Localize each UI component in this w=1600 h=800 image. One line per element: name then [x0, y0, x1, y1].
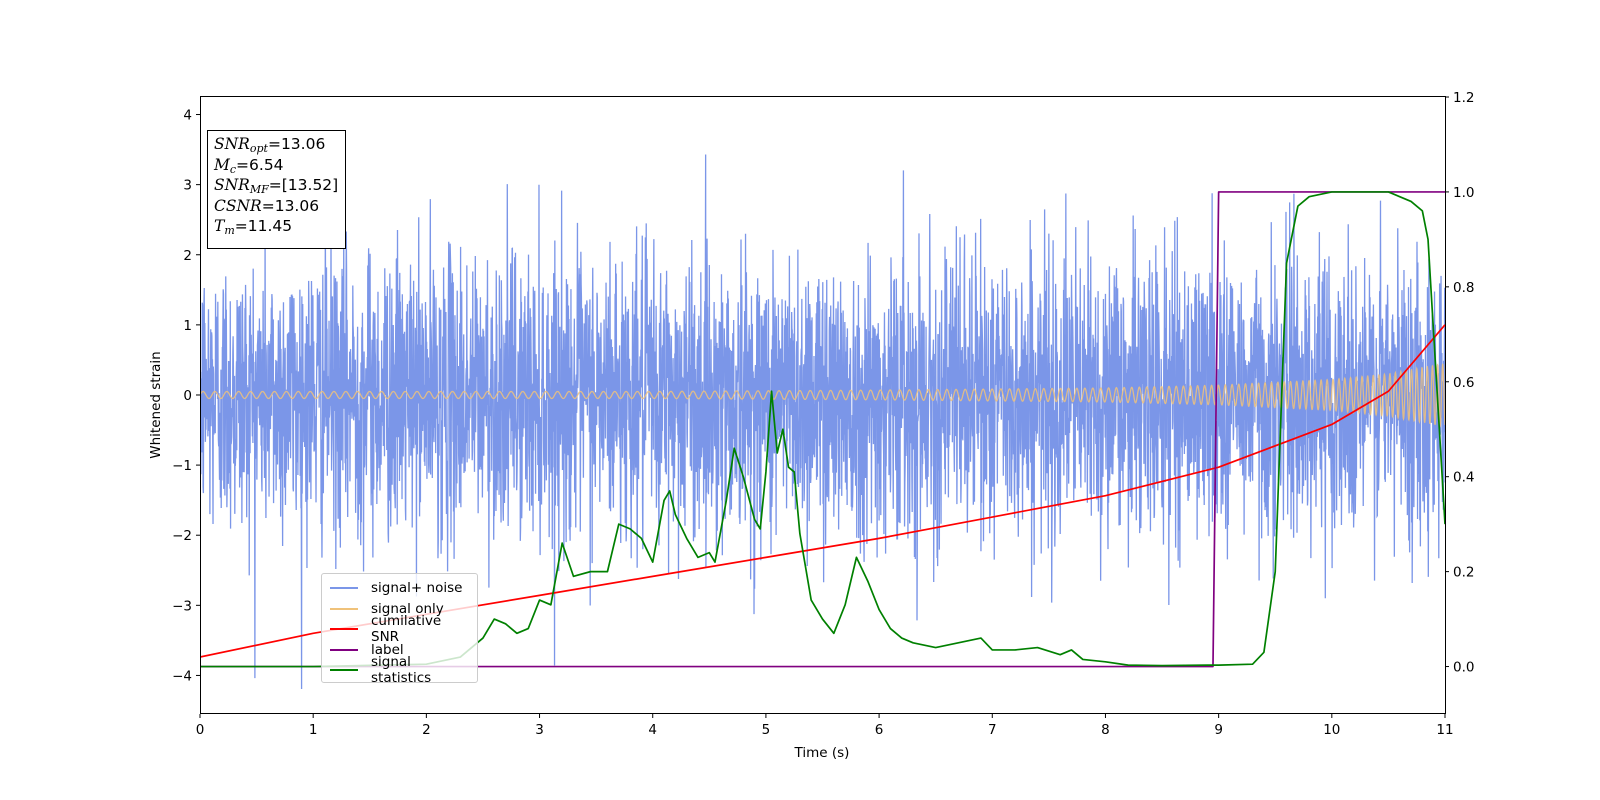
series-signal-statistics-line	[200, 191, 1445, 668]
snr-mf-line: SNRMF=[13.52]	[214, 176, 339, 196]
y2-tick-label: 0.6	[1453, 375, 1474, 391]
tm-value: =11.45	[234, 217, 293, 235]
snr-mf-value: =[13.52]	[268, 176, 339, 194]
legend-swatch	[330, 607, 358, 610]
legend-entry-signal-statistics: signal statistics	[330, 654, 469, 686]
legend-label: signal only	[371, 600, 444, 617]
legend-swatch	[330, 669, 358, 672]
y2-tick-label: 0.8	[1453, 280, 1474, 296]
legend-swatch	[330, 628, 358, 631]
mc-value: =6.54	[236, 155, 284, 174]
x-axis-ticks: 0 1 2 3 4 5 6 7 8 9 10 11	[196, 714, 1454, 738]
y-tick-label: −3	[172, 598, 192, 614]
metrics-annotation-box: SNRopt=13.06 Mc=6.54 SNRMF=[13.52] CSNR=…	[207, 130, 346, 249]
legend-label: signal statistics	[371, 654, 432, 687]
x-tick-label: 3	[535, 722, 544, 738]
snr-opt-line: SNRopt=13.06	[214, 135, 326, 155]
legend-entry-signal-noise: signal+ noise	[330, 578, 469, 599]
mc-line: Mc=6.54	[214, 155, 284, 176]
y-tick-label: −4	[172, 668, 192, 684]
y2-tick-label: 1.0	[1453, 185, 1474, 201]
y-tick-label: 2	[183, 248, 192, 264]
y2-tick-label: 1.2	[1453, 90, 1474, 106]
x-tick-label: 2	[422, 722, 431, 738]
x-tick-label: 9	[1214, 722, 1223, 738]
legend-label: cumilative SNR	[371, 613, 442, 646]
series-signal-only-line	[200, 363, 1445, 428]
y2-tick-label: 0.0	[1453, 660, 1474, 676]
csnr-value: =13.06	[261, 196, 320, 215]
plot-frame	[200, 96, 1446, 714]
x-tick-label: 10	[1323, 722, 1340, 738]
y-tick-label: −1	[172, 458, 192, 474]
y-tick-label: 3	[183, 178, 192, 194]
legend-label: signal+ noise	[371, 580, 463, 597]
legend-swatch	[330, 587, 358, 590]
legend-entry-label: label	[330, 640, 469, 661]
y-tick-label: 1	[183, 318, 192, 334]
legend-label: label	[371, 641, 404, 658]
legend: signal+ noise signal only cumilative SNR…	[321, 573, 478, 686]
x-tick-label: 1	[309, 722, 318, 738]
y-tick-label: 4	[183, 108, 192, 124]
x-tick-label: 8	[1101, 722, 1110, 738]
y-axis-ticks: 4 3 2 1 0 −1 −2 −3 −4	[172, 108, 200, 684]
legend-entry-cumulative-snr: cumilative SNR	[330, 613, 469, 645]
y2-tick-label: 0.2	[1453, 565, 1474, 581]
legend-swatch	[330, 648, 358, 651]
y2-tick-label: 0.4	[1453, 470, 1474, 486]
tm-line: Tm=11.45	[214, 217, 293, 237]
x-tick-label: 5	[762, 722, 771, 738]
y2-axis-ticks: 1.2 1.0 0.8 0.6 0.4 0.2 0.0	[1445, 90, 1474, 676]
x-axis-label: Time (s)	[794, 745, 850, 761]
y-axis-label: Whitened strain	[148, 351, 164, 458]
csnr-line: CSNR=13.06	[214, 196, 320, 215]
x-tick-label: 7	[988, 722, 997, 738]
x-tick-label: 0	[196, 722, 205, 738]
snr-opt-value: =13.06	[267, 135, 326, 153]
y-tick-label: −2	[172, 528, 192, 544]
x-tick-label: 4	[648, 722, 657, 738]
x-tick-label: 11	[1436, 722, 1453, 738]
x-tick-label: 6	[875, 722, 884, 738]
legend-entry-signal-only: signal only	[330, 599, 469, 620]
y-tick-label: 0	[183, 388, 192, 404]
